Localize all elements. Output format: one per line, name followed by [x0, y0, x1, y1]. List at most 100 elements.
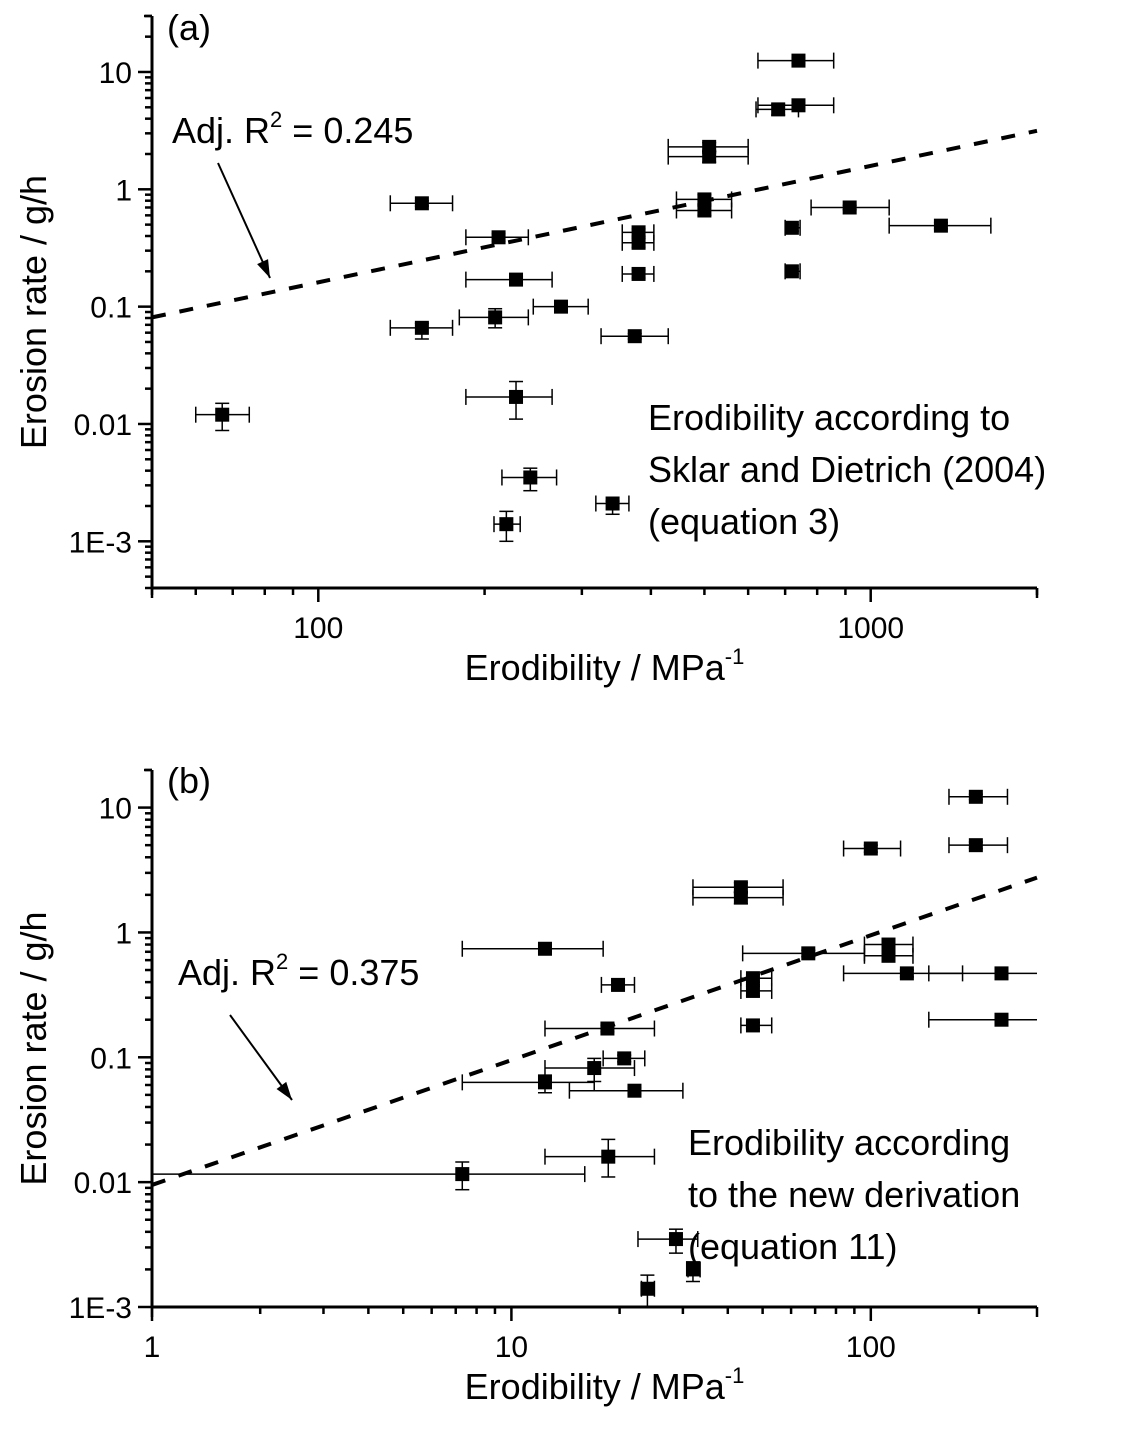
square-marker — [215, 407, 230, 422]
r-squared-annotation: Adj. R2 = 0.375 — [178, 949, 419, 993]
data-point — [810, 199, 890, 216]
square-marker — [968, 838, 983, 853]
data-point — [544, 1138, 656, 1178]
data-point — [465, 380, 553, 420]
r-squared-annotation: Adj. R2 = 0.245 — [172, 107, 413, 151]
x-axis-title-superscript: -1 — [725, 1363, 745, 1388]
square-marker — [842, 200, 857, 215]
y-axis-title: Erosion rate / g/h — [13, 175, 54, 449]
data-point — [784, 263, 801, 280]
square-marker — [994, 966, 1009, 981]
y-tick-label: 0.01 — [74, 409, 132, 442]
x-tick-label: 100 — [846, 1331, 896, 1364]
y-tick-label: 1E-3 — [69, 1292, 132, 1325]
data-point — [544, 1057, 636, 1083]
square-marker — [587, 1061, 602, 1076]
data-point — [685, 1261, 701, 1283]
square-marker — [791, 53, 806, 68]
r-squared-prefix: Adj. R — [178, 952, 276, 993]
square-marker — [697, 192, 712, 207]
data-point — [948, 837, 1009, 854]
arrow-head-icon — [257, 259, 270, 278]
square-marker — [600, 1021, 615, 1036]
data-point — [640, 1274, 656, 1308]
y-tick-label: 1 — [115, 174, 132, 207]
method-annotation-line: Erodibility according — [688, 1122, 1010, 1163]
chart-panel-a: 1E-3 0.01 0.1 1 10 100 1000 Erodibility / MPa-1… — [13, 7, 1046, 688]
y-tick-label: 1E-3 — [69, 526, 132, 559]
data-point — [757, 97, 835, 114]
y-tick-label: 10 — [99, 57, 132, 90]
square-marker — [863, 841, 878, 856]
square-marker — [488, 310, 503, 325]
square-marker — [784, 264, 799, 279]
square-marker — [414, 320, 429, 335]
x-tick-label: 100 — [293, 612, 343, 645]
x-axis-title-superscript: -1 — [725, 644, 745, 669]
data-point — [600, 976, 636, 993]
square-marker — [627, 329, 642, 344]
square-marker — [702, 149, 717, 164]
square-marker — [771, 102, 786, 117]
data-point — [458, 307, 530, 329]
x-axis-title: Erodibility / MPa-1 — [465, 1363, 745, 1407]
square-marker — [455, 1167, 470, 1182]
square-marker — [784, 220, 799, 235]
square-marker — [745, 983, 760, 998]
square-marker — [640, 1281, 655, 1296]
square-marker — [994, 1012, 1009, 1027]
y-tick-label: 0.01 — [74, 1167, 132, 1200]
data-point — [621, 265, 655, 282]
square-marker — [801, 946, 816, 961]
method-annotation-line: to the new derivation — [688, 1174, 1020, 1215]
data-point — [740, 982, 773, 999]
data-point — [595, 495, 630, 516]
y-axis-title: Erosion rate / g/h — [13, 911, 54, 1185]
square-marker — [509, 272, 524, 287]
data-point — [863, 947, 914, 964]
y-tick-label: 1 — [115, 917, 132, 950]
data-point — [842, 840, 902, 857]
square-marker — [631, 266, 646, 281]
square-marker — [631, 235, 646, 250]
square-marker — [685, 1262, 700, 1277]
y-tick-label: 0.1 — [90, 292, 132, 325]
annotation-arrow — [217, 162, 271, 279]
data-point — [465, 271, 553, 288]
panel-label: (a) — [167, 7, 211, 48]
data-point — [532, 298, 589, 315]
data-point — [389, 195, 454, 212]
x-tick-label: 1000 — [837, 612, 904, 645]
square-marker — [697, 203, 712, 218]
method-annotation-line: (equation 11) — [688, 1226, 897, 1267]
data-point — [692, 889, 784, 906]
square-marker — [627, 1083, 642, 1098]
data-point — [675, 191, 733, 208]
y-tick-label: 0.1 — [90, 1042, 132, 1075]
data-point — [194, 402, 251, 432]
square-marker — [537, 1075, 552, 1090]
square-marker — [523, 470, 538, 485]
square-marker — [601, 1149, 616, 1164]
data-point — [637, 1228, 699, 1254]
data-point — [568, 1082, 684, 1099]
square-marker — [414, 196, 429, 211]
data-point — [928, 1011, 1037, 1028]
data-point — [152, 1161, 586, 1191]
data-point — [465, 229, 530, 246]
square-marker — [881, 937, 896, 952]
square-marker — [617, 1051, 632, 1066]
data-point — [493, 510, 521, 543]
data-point — [741, 945, 866, 962]
data-point — [600, 328, 669, 345]
data-point — [675, 202, 733, 219]
r-squared-superscript: 2 — [276, 949, 288, 974]
square-marker — [745, 971, 760, 986]
square-marker — [611, 977, 626, 992]
square-marker — [733, 890, 748, 905]
square-marker — [499, 517, 514, 532]
square-marker — [553, 299, 568, 314]
r-squared-value: = 0.245 — [282, 110, 413, 151]
